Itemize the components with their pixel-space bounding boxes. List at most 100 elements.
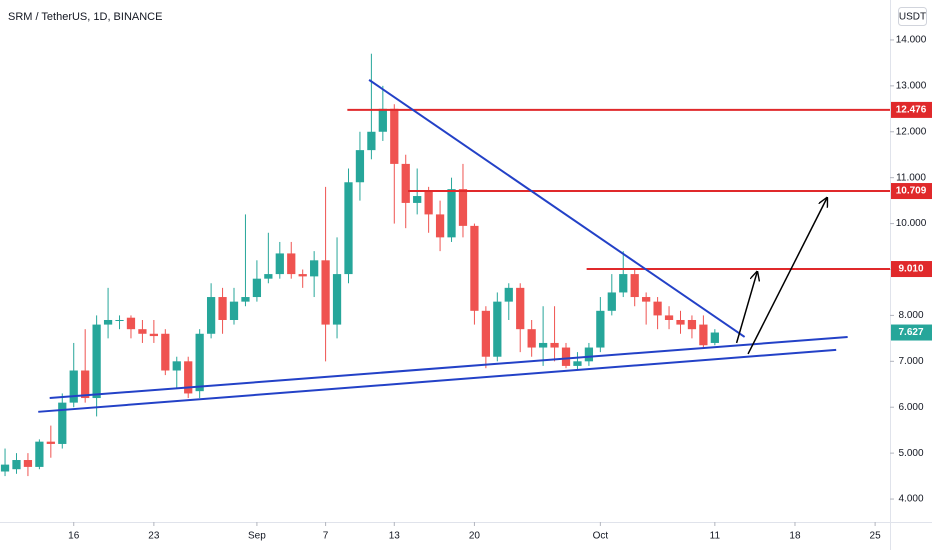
candle-body	[527, 329, 536, 348]
candle-body	[550, 342, 559, 348]
candle-body	[287, 253, 296, 275]
y-tick-label: 8.000	[898, 310, 923, 321]
candle-body	[81, 370, 90, 399]
candle-body	[390, 108, 399, 164]
x-tick-label: 11	[710, 531, 721, 542]
candle-body	[367, 131, 376, 151]
y-tick-label: 13.000	[896, 80, 927, 91]
candle-body	[58, 402, 67, 444]
candle-body	[275, 253, 284, 275]
trend-line	[38, 348, 837, 413]
y-tick-label: 11.000	[896, 172, 926, 183]
candle-body	[516, 287, 525, 330]
candle-body	[355, 150, 365, 183]
candle-body	[161, 333, 170, 371]
candle-body	[218, 297, 227, 320]
y-tick-label: 4.000	[898, 494, 923, 505]
chart-title: SRM / TetherUS, 1D, BINANCE	[8, 11, 162, 23]
candle-body	[493, 301, 502, 357]
candle-body	[252, 278, 262, 298]
candle-body	[103, 319, 113, 325]
candle-body	[206, 297, 216, 334]
candle-body	[504, 287, 513, 302]
currency[interactable]: USDT	[899, 12, 926, 23]
level-label: 12.476	[896, 105, 927, 116]
candle-body	[401, 163, 410, 203]
candle-body	[470, 225, 479, 311]
candle-body	[584, 347, 594, 362]
candle-body	[630, 274, 639, 298]
level-label-bg	[891, 261, 932, 278]
trend-line	[49, 335, 848, 400]
candle-body	[0, 464, 10, 472]
candle-body	[264, 274, 273, 279]
candle-body	[435, 214, 445, 238]
candle-body	[538, 342, 548, 348]
candle-body	[195, 333, 204, 392]
candle-body	[92, 324, 101, 399]
last-price-label: 7.627	[898, 327, 923, 338]
y-tick-label: 6.000	[898, 402, 923, 413]
x-tick-label: 25	[870, 531, 882, 542]
candle-body	[653, 301, 662, 316]
candle-body	[424, 191, 433, 215]
y-tick-label: 12.000	[896, 126, 927, 137]
x-tick-label: 13	[389, 531, 401, 542]
y-tick-label: 14.000	[896, 35, 927, 46]
candle-body	[710, 332, 719, 343]
x-tick-label: Oct	[593, 531, 609, 542]
candle-body	[607, 292, 616, 311]
candle-body	[378, 108, 387, 132]
x-tick-label: 18	[789, 531, 801, 542]
candle-body	[332, 274, 342, 325]
candle-body	[664, 315, 674, 320]
plot	[0, 53, 890, 477]
candle-body	[46, 441, 55, 444]
candle-body	[35, 441, 44, 467]
x-tick-label: 23	[148, 531, 160, 542]
last-price-bg	[891, 324, 932, 341]
candle-body	[642, 297, 651, 302]
candle-body	[687, 319, 697, 330]
candle-body	[69, 370, 78, 403]
x-tick-label: 7	[323, 531, 329, 542]
candle-body	[447, 189, 456, 238]
candle-body	[458, 189, 468, 226]
level-label-bg	[891, 101, 932, 118]
candle-body	[561, 347, 571, 366]
x-tick-label: 16	[68, 531, 80, 542]
x-tick-label: Sep	[248, 531, 266, 542]
level-label: 10.709	[896, 186, 927, 197]
candle-body	[138, 329, 147, 334]
candle-body	[413, 196, 422, 203]
candle-body	[298, 274, 307, 277]
candle-body	[310, 260, 319, 277]
arrow	[735, 272, 758, 344]
candle-body	[344, 182, 353, 275]
candle-body	[149, 333, 158, 337]
y-tick-label: 5.000	[898, 448, 923, 459]
candle-body	[172, 361, 181, 371]
candle-body	[241, 297, 250, 302]
candle-body	[699, 324, 708, 346]
trend-line	[368, 79, 746, 338]
candle-body	[23, 460, 33, 467]
candle-body	[596, 310, 605, 348]
candle-body	[573, 361, 582, 366]
level-label-bg	[891, 183, 932, 200]
y-tick-label: 10.000	[896, 218, 927, 229]
arrow	[747, 198, 827, 355]
currency-box[interactable]	[898, 7, 927, 26]
candle-body	[481, 310, 490, 357]
level-label: 9.010	[898, 264, 923, 275]
candle-body	[184, 361, 193, 394]
axes: 4.0005.0006.0007.0008.0009.00010.00011.0…	[68, 35, 932, 542]
x-tick-label: 20	[469, 531, 481, 542]
candle-body	[115, 319, 124, 321]
candle-body	[676, 319, 685, 325]
candle-body	[321, 260, 330, 325]
candle-body	[126, 317, 136, 330]
